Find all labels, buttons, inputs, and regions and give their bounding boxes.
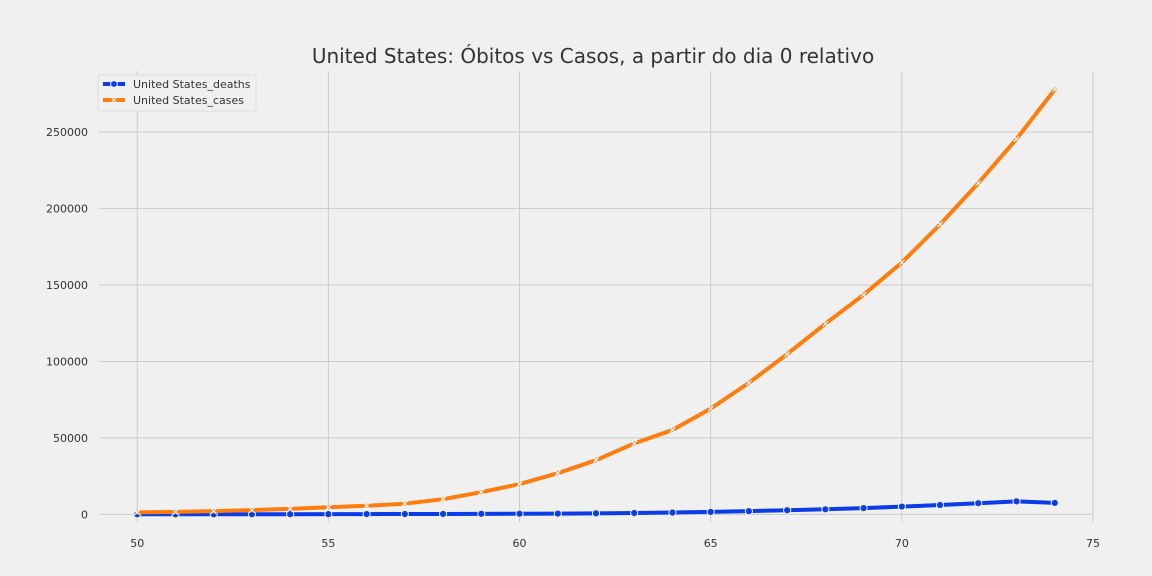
legend-marker — [111, 97, 117, 103]
data-point — [1013, 135, 1020, 143]
data-point — [744, 507, 754, 516]
data-point — [783, 506, 792, 515]
y-axis: 0 50000 100000 150000 200000 250000 — [46, 126, 88, 521]
data-point — [1012, 497, 1021, 506]
data-point — [324, 510, 333, 519]
data-point — [286, 510, 295, 519]
chart-title: United States: Óbitos vs Casos, a partir… — [312, 44, 874, 68]
legend-item: United States_deaths — [103, 78, 251, 91]
data-point — [440, 496, 447, 503]
data-point — [937, 221, 944, 228]
x-tick-label: 55 — [321, 537, 335, 550]
data-point — [210, 508, 217, 515]
x-tick-label: 50 — [130, 537, 144, 550]
data-point — [935, 500, 945, 510]
data-point — [860, 291, 867, 298]
data-point — [363, 502, 370, 509]
data-point — [707, 405, 714, 412]
legend-label: United States_deaths — [133, 78, 251, 91]
data-point — [897, 502, 906, 511]
y-tick-label: 0 — [81, 508, 88, 521]
legend-item: United States_cases — [103, 94, 244, 107]
data-point — [553, 509, 562, 518]
data-point — [706, 507, 715, 517]
series-layer — [133, 86, 1059, 519]
legend-box — [97, 74, 257, 112]
data-point — [631, 440, 638, 447]
data-point — [515, 509, 524, 518]
legend-marker — [110, 80, 118, 88]
x-axis: 50 55 60 65 70 75 — [130, 537, 1100, 550]
data-point — [134, 509, 141, 516]
x-tick-label: 70 — [895, 537, 909, 550]
grid-lines — [99, 71, 1094, 522]
data-point — [554, 470, 561, 477]
y-tick-label: 250000 — [46, 126, 88, 139]
data-point — [516, 481, 523, 488]
x-tick-label: 60 — [513, 537, 527, 550]
data-point — [975, 180, 982, 187]
data-point — [172, 508, 179, 515]
data-point — [669, 426, 676, 434]
data-point — [591, 509, 601, 518]
data-point — [478, 489, 485, 496]
y-tick-label: 50000 — [53, 432, 88, 445]
data-point — [898, 259, 905, 266]
data-point — [1051, 86, 1058, 93]
data-point — [974, 499, 983, 508]
y-tick-label: 150000 — [46, 279, 88, 292]
data-point — [248, 507, 255, 514]
data-point — [400, 509, 409, 519]
data-point — [821, 505, 830, 514]
data-point — [822, 320, 829, 327]
data-point — [401, 500, 408, 507]
data-point — [745, 379, 752, 386]
series-cases — [134, 86, 1058, 516]
data-point — [630, 508, 639, 518]
data-point — [325, 504, 332, 511]
data-point — [477, 509, 486, 518]
data-point — [784, 351, 791, 358]
data-point — [1050, 498, 1059, 507]
legend-label: United States_cases — [133, 94, 244, 107]
data-point — [438, 509, 448, 519]
data-point — [592, 457, 600, 464]
y-tick-label: 200000 — [46, 203, 88, 216]
y-tick-label: 100000 — [46, 355, 88, 368]
x-tick-label: 65 — [704, 537, 718, 550]
x-tick-label: 75 — [1086, 537, 1100, 550]
data-point — [859, 503, 868, 513]
series-line — [135, 87, 1057, 515]
data-point — [668, 508, 677, 517]
legend: United States_deaths United States_cases — [97, 74, 257, 112]
data-point — [287, 505, 294, 512]
data-point — [362, 509, 371, 519]
